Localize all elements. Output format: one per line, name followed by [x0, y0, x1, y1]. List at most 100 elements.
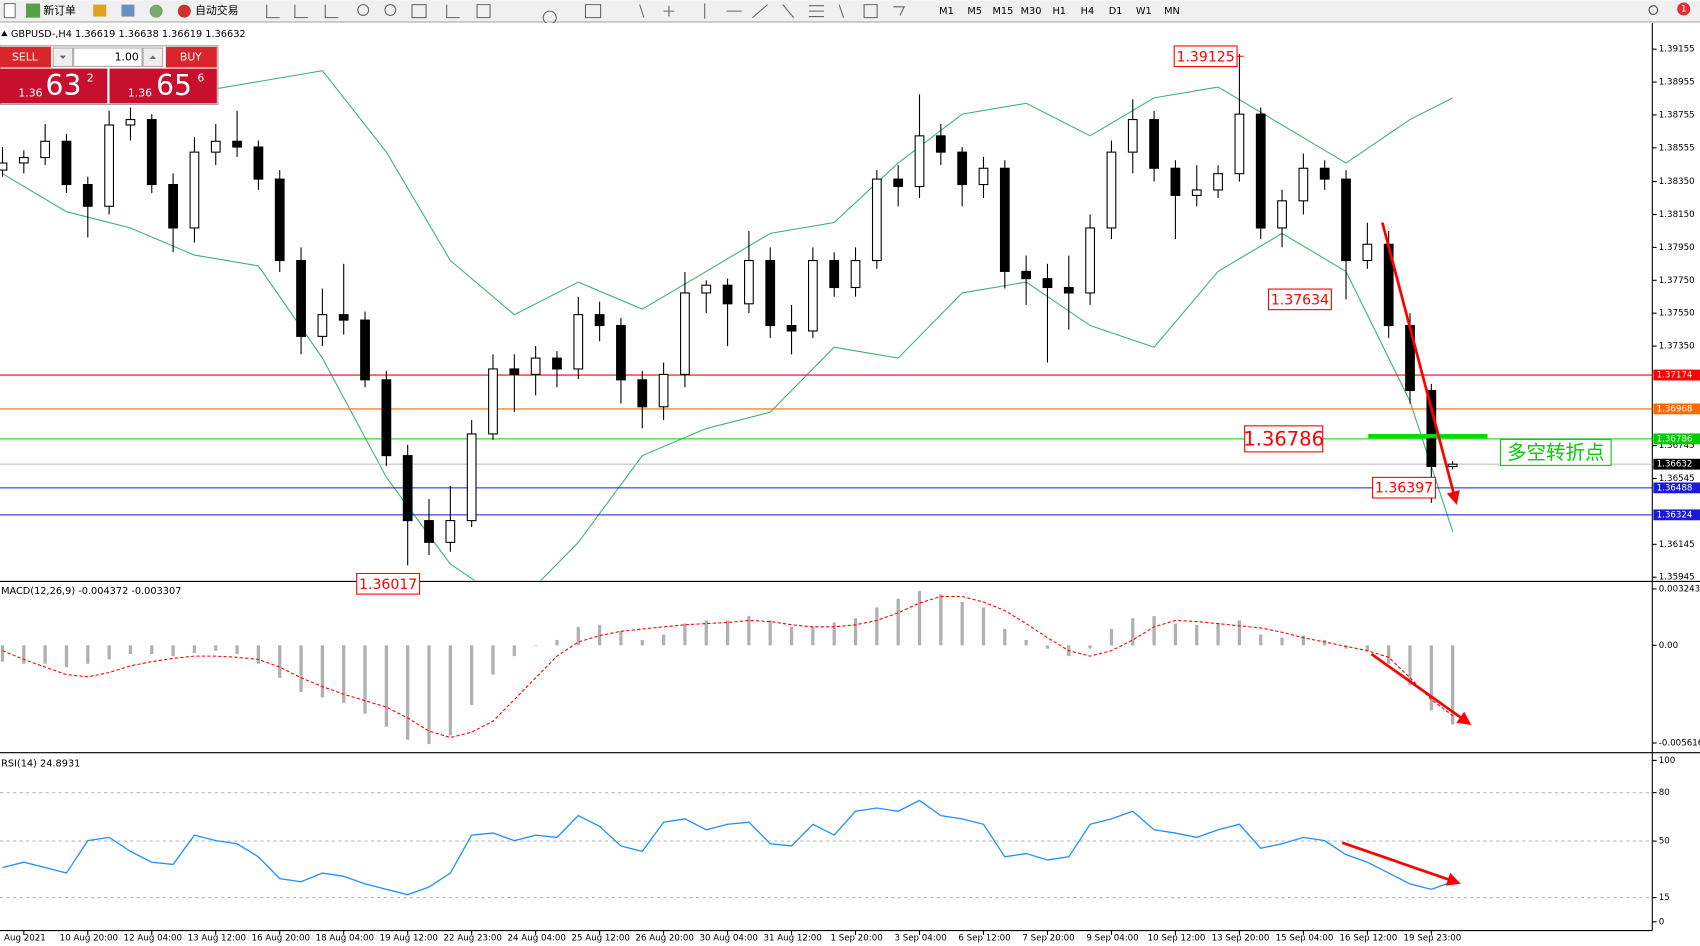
macd-bar — [1195, 624, 1199, 646]
drawing-tools[interactable] — [446, 3, 906, 25]
timeframe-button[interactable]: M15 — [992, 6, 1013, 17]
macd-bar — [1024, 639, 1028, 646]
macd-bar — [704, 620, 708, 646]
x-tick-label: 3 Sep 04:00 — [894, 934, 946, 944]
annotation-box — [356, 572, 421, 595]
candle-body — [381, 379, 392, 457]
candle-body — [317, 314, 328, 337]
macd-bar — [981, 607, 986, 646]
level-label-bg — [1653, 482, 1700, 494]
macd-bar — [491, 645, 495, 675]
candle-body — [424, 520, 434, 543]
candle-body — [850, 259, 861, 289]
macd-bar — [43, 645, 47, 664]
timeframe-button[interactable]: D1 — [1109, 6, 1123, 17]
tile[interactable] — [411, 4, 427, 19]
new-order-button[interactable]: 新订单 — [43, 3, 76, 17]
annotation: 多空转折点 — [1507, 441, 1605, 464]
candle-body — [1255, 113, 1266, 229]
candle-body — [488, 368, 498, 435]
candle-body — [530, 357, 541, 375]
level-label-bg — [1653, 403, 1700, 415]
notification-badge[interactable] — [1677, 2, 1691, 16]
candle-body — [125, 119, 136, 126]
macd-bar — [22, 645, 26, 664]
macd-bar — [1280, 637, 1284, 646]
x-tick-label: 24 Aug 04:00 — [508, 934, 566, 944]
current-price-label: 1.36632 — [1657, 460, 1693, 470]
buy-price-box[interactable] — [109, 68, 217, 104]
candle-body — [1127, 119, 1138, 153]
timeframe-button[interactable]: M1 — [939, 6, 954, 17]
level-label-bg — [1653, 369, 1700, 381]
tool-icons[interactable] — [266, 3, 906, 25]
x-tick-label: 13 Sep 20:00 — [1212, 934, 1270, 944]
auto-trading-button[interactable]: 自动交易 — [195, 3, 238, 17]
candle-body — [1234, 113, 1245, 175]
timeframe-button[interactable]: M5 — [967, 6, 982, 17]
y-tick-label: 1.38150 — [1659, 210, 1695, 220]
auto-trading-icon[interactable] — [177, 4, 191, 18]
icon[interactable] — [149, 4, 163, 18]
y-tick-label: -0.005616 — [1659, 739, 1700, 749]
candle-body — [1106, 151, 1117, 229]
candle-body — [829, 259, 840, 289]
zoom-in[interactable] — [357, 4, 370, 17]
buy-label: BUY — [180, 51, 202, 64]
y-tick-label: 1.35945 — [1659, 573, 1695, 583]
candle-body — [1341, 178, 1351, 262]
timeframe-button[interactable]: H4 — [1081, 6, 1095, 17]
candle-body — [1170, 167, 1181, 196]
x-tick-label: 16 Sep 12:00 — [1340, 934, 1398, 944]
new-order-icon[interactable] — [26, 3, 41, 18]
candle-body — [914, 135, 925, 188]
sell-price-fraction: 2 — [87, 71, 94, 84]
annotation-box — [1173, 45, 1238, 68]
x-tick-label: 22 Aug 23:00 — [444, 934, 502, 944]
candle-body — [509, 368, 520, 375]
macd-bar — [555, 639, 559, 646]
candle-body — [1213, 173, 1223, 191]
plot: 1.39155 1.38955 1.38755 1.38555 1.38350 1.381… — [0, 45, 1700, 944]
buy-button[interactable] — [165, 46, 217, 68]
macd-bar — [875, 607, 879, 646]
zoom-out[interactable] — [384, 4, 397, 17]
macd-bar — [896, 598, 900, 646]
sell-price-box[interactable] — [0, 68, 108, 104]
y-tick-label: 80 — [1659, 788, 1670, 798]
trend-arrow — [1381, 222, 1460, 505]
buy-price-fraction: 6 — [197, 71, 204, 84]
icon[interactable] — [93, 4, 107, 17]
macd-bar — [939, 594, 943, 646]
timeframe-button[interactable]: W1 — [1136, 6, 1152, 17]
icon — [3, 3, 16, 19]
candle-body — [1362, 243, 1373, 262]
macd-bar — [640, 639, 644, 646]
candle-body — [253, 146, 264, 180]
lots-input[interactable] — [73, 47, 143, 67]
icon[interactable] — [121, 4, 135, 17]
y-tick-label: 1.37350 — [1659, 342, 1695, 352]
macd-bar — [363, 645, 367, 714]
macd-bar — [1088, 645, 1092, 649]
y-tick-label: 1.38555 — [1659, 143, 1695, 153]
candle-body — [1319, 167, 1330, 180]
timeframe-button[interactable]: M30 — [1021, 6, 1042, 17]
x-tick-label: 7 Sep 20:00 — [1022, 934, 1074, 944]
level-label: 1.36488 — [1657, 483, 1693, 493]
macd-bar — [1109, 628, 1114, 646]
x-tick-label: 30 Aug 04:00 — [699, 934, 757, 944]
macd-bar — [342, 645, 346, 703]
search-icon[interactable] — [1648, 5, 1659, 15]
x-tick-label: 13 Aug 12:00 — [188, 934, 246, 944]
chart-type-icons[interactable] — [266, 4, 339, 19]
level-label-bg — [1653, 433, 1700, 445]
candle-body — [722, 284, 733, 305]
icon — [149, 55, 157, 59]
timeframe-button[interactable]: MN — [1164, 6, 1180, 17]
x-tick-label: 18 Aug 04:00 — [316, 934, 374, 944]
macd-bar — [406, 645, 410, 740]
sell-button[interactable] — [0, 46, 51, 68]
one-click-trading: SELL 1.00 BUY 1.36 63 2 1.36 65 6 — [0, 45, 219, 105]
timeframe-button[interactable]: H1 — [1052, 6, 1066, 17]
